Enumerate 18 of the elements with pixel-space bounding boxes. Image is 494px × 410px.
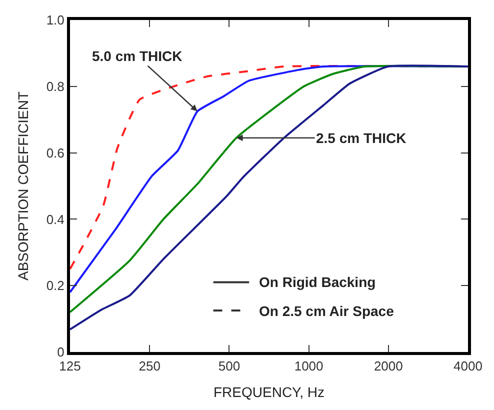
x-tick-label: 1000 <box>294 358 324 374</box>
x-tick-label: 2000 <box>374 358 403 374</box>
annotation: 2.5 cm THICK <box>316 130 406 146</box>
annotation: On 2.5 cm Air Space <box>259 303 394 319</box>
y-tick-label: 0.2 <box>46 278 64 294</box>
x-axis-title: FREQUENCY, Hz <box>214 384 324 400</box>
y-tick-label: 0 <box>57 344 64 360</box>
x-tick-label: 500 <box>218 358 240 374</box>
x-tick-label: 4000 <box>454 358 482 374</box>
x-tick-label: 250 <box>138 358 160 374</box>
y-tick-label: 1.0 <box>46 12 64 28</box>
y-axis-title: ABSORPTION COEFFICIENT <box>14 91 31 281</box>
y-tick-label: 0.6 <box>46 145 64 160</box>
y-tick-label: 0.8 <box>46 78 64 94</box>
annotation: On Rigid Backing <box>259 274 376 290</box>
annotation: 5.0 cm THICK <box>92 48 182 64</box>
y-tick-label: 0.4 <box>46 212 64 227</box>
x-tick-label: 125 <box>59 358 81 374</box>
